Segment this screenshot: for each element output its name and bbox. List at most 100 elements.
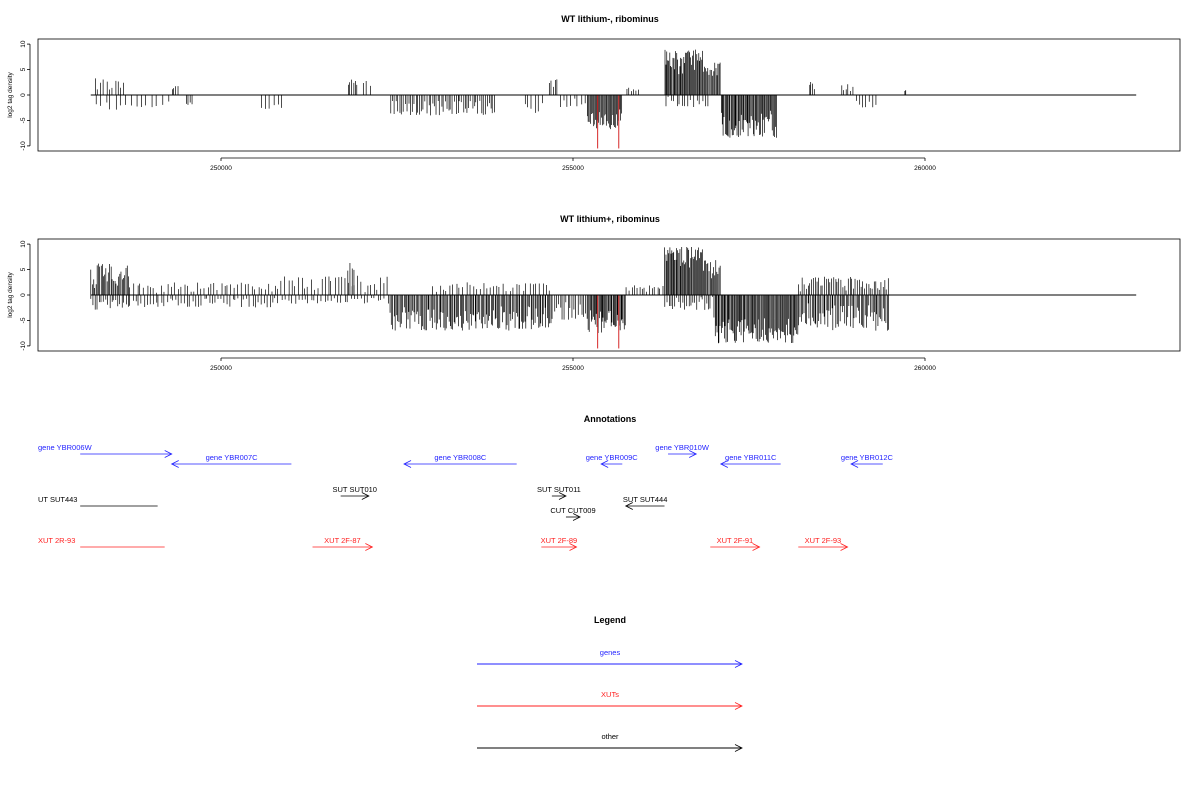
legend-label: other: [601, 732, 619, 741]
arrowhead: [170, 460, 179, 468]
feature-label: XUT 2R-93: [38, 536, 75, 545]
arrowhead: [734, 660, 743, 668]
signal-bar-group: [904, 90, 907, 95]
arrowhead: [558, 492, 567, 500]
feature-label: gene YBR007C: [206, 453, 259, 462]
feature: gene YBR007C: [170, 453, 292, 468]
signal-bar-group: [664, 247, 703, 295]
y-tick-label: -10: [20, 341, 27, 351]
feature: gene YBR006W: [38, 443, 173, 458]
legend-item-genes: genes: [477, 648, 743, 668]
signal-bar-group: [348, 79, 358, 95]
signal-bar-group: [665, 95, 709, 107]
signal-bar-group: [664, 295, 713, 310]
arrowhead: [572, 513, 581, 521]
signal-bar-group: [129, 295, 276, 308]
feature-label: gene YBR009C: [586, 453, 639, 462]
arrowhead: [850, 460, 859, 468]
signal-bar-group: [524, 95, 543, 113]
legend-item-other: other: [477, 732, 743, 752]
signal-bar-group: [856, 95, 877, 108]
signal-bar-group: [713, 295, 799, 344]
legend-label: XUTs: [601, 690, 619, 699]
legend-title: Legend: [594, 615, 626, 625]
y-tick-label: -10: [20, 141, 27, 151]
feature-label: gene YBR006W: [38, 443, 93, 452]
x-tick-label: 260000: [914, 365, 936, 372]
signal-bar-group: [129, 282, 276, 295]
signal-bar-group: [560, 95, 586, 107]
track-title: WT lithium+, ribominus: [560, 214, 660, 224]
legend-label: genes: [600, 648, 621, 657]
signal-bar-group: [90, 295, 129, 310]
arrowhead: [734, 702, 743, 710]
signal-bar-group: [703, 62, 721, 95]
signal-bar-group: [587, 95, 623, 130]
feature: XUT 2F-91: [710, 536, 761, 551]
signal-bar-group: [95, 95, 126, 110]
feature: gene YBR010W: [655, 443, 710, 458]
feature-label: XUT 2F-87: [324, 536, 361, 545]
x-tick-label: 255000: [562, 365, 584, 372]
arrowhead: [365, 543, 374, 551]
feature: SUT SUT011: [537, 485, 581, 500]
signal-bar-group: [809, 82, 815, 95]
signal-bar-group: [186, 95, 193, 105]
feature: CUT CUT009: [550, 506, 596, 521]
signal-bar-group: [664, 49, 703, 95]
signal-bar-group: [721, 95, 777, 138]
feature: SUT SUT010: [333, 485, 377, 500]
arrowhead: [600, 460, 609, 468]
arrowhead: [624, 502, 633, 510]
legend-item-XUTs: XUTs: [477, 690, 743, 710]
feature-label: SUT SUT444: [623, 495, 667, 504]
feature: gene YBR008C: [403, 453, 517, 468]
feature: gene YBR011C: [719, 453, 781, 468]
feature: XUT 2F-87: [312, 536, 374, 551]
plot-frame: [37, 38, 1181, 152]
y-tick-label: 0: [20, 293, 27, 297]
feature: XUT 2F-89: [541, 536, 578, 551]
signal-bar-group: [172, 86, 179, 95]
arrowhead: [734, 744, 743, 752]
arrowhead: [403, 460, 412, 468]
track-title: WT lithium-, ribominus: [561, 14, 659, 24]
feature-label: gene YBR008C: [434, 453, 487, 462]
feature-label: CUT CUT009: [550, 506, 595, 515]
x-tick-label: 260000: [914, 165, 936, 172]
feature: XUT 2F-93: [798, 536, 849, 551]
signal-bar-group: [347, 263, 355, 295]
feature: XUT 2R-93: [38, 536, 165, 548]
signal-bar-group: [277, 275, 388, 295]
y-axis-label: log2 tag density: [7, 71, 14, 117]
feature-label: SUT SUT010: [333, 485, 377, 494]
feature: UT SUT443: [38, 495, 158, 507]
x-tick-label: 250000: [210, 365, 232, 372]
feature-label: UT SUT443: [38, 495, 77, 504]
feature-label: gene YBR012C: [841, 453, 894, 462]
y-tick-label: 0: [20, 93, 27, 97]
signal-bar-group: [798, 276, 889, 295]
annotations-title: Annotations: [584, 414, 637, 424]
track-panel-1: WT lithium-, ribominus 10 5 0 -5 -10 log2 tag …: [7, 14, 1181, 172]
signal-bar-group: [261, 95, 282, 109]
arrowhead: [840, 543, 849, 551]
x-tick-label: 255000: [562, 165, 584, 172]
plot-frame: [37, 238, 1181, 352]
feature: gene YBR009C: [586, 453, 639, 468]
signal-bar-group: [548, 79, 558, 95]
y-tick-label: 10: [20, 40, 27, 48]
feature-label: XUT 2F-91: [717, 536, 754, 545]
arrowhead: [689, 450, 698, 458]
signal-bar-group: [551, 295, 586, 320]
y-tick-label: 10: [20, 240, 27, 248]
y-tick-label: 5: [20, 267, 27, 271]
annotations-panel: Annotations gene YBR006W gene YBR007C gene …: [38, 414, 893, 551]
y-tick-label: -5: [20, 117, 27, 123]
signal-bar-group: [95, 78, 124, 95]
arrowhead: [361, 492, 370, 500]
y-axis-label: log2 tag density: [7, 271, 14, 317]
signal-bar-group: [389, 295, 552, 331]
signal-bar-group: [432, 282, 550, 295]
